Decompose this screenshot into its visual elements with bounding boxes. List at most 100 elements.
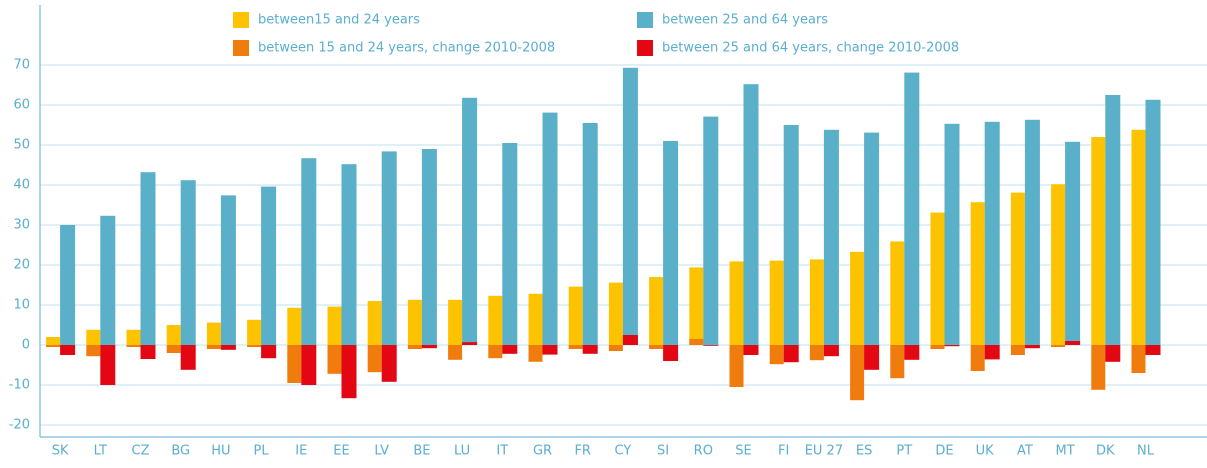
y-tick-label: -10 xyxy=(9,378,30,393)
x-tick-label: DE xyxy=(935,444,953,459)
bar xyxy=(608,282,623,345)
bar xyxy=(663,141,679,345)
bar xyxy=(166,345,181,353)
bar xyxy=(622,335,638,345)
bar xyxy=(86,329,101,345)
x-tick-label: IE xyxy=(295,444,307,459)
bar xyxy=(166,325,181,345)
x-tick-label: RO xyxy=(694,444,713,459)
bar xyxy=(1065,141,1081,345)
bar xyxy=(622,67,638,346)
bar xyxy=(769,345,784,365)
bar xyxy=(689,339,704,345)
bar xyxy=(180,180,196,345)
x-tick-label: EE xyxy=(333,444,349,459)
bar xyxy=(1105,95,1121,345)
bar xyxy=(890,241,905,345)
x-tick-label: PL xyxy=(254,444,270,459)
x-tick-label: LV xyxy=(374,444,389,459)
bar xyxy=(1145,345,1161,355)
bar xyxy=(140,172,156,345)
bar xyxy=(608,345,623,351)
y-tick-label: 40 xyxy=(13,178,30,193)
bar xyxy=(729,345,744,387)
bar xyxy=(488,295,503,345)
x-tick-label: BG xyxy=(171,444,190,459)
bar xyxy=(46,345,61,347)
bar xyxy=(542,345,558,355)
y-tick-label: -20 xyxy=(9,418,30,433)
bar xyxy=(407,299,422,345)
legend-swatch xyxy=(233,12,249,28)
x-tick-label: IT xyxy=(496,444,508,459)
x-tick-label: NL xyxy=(1137,444,1155,459)
bar xyxy=(703,345,719,346)
bar xyxy=(367,345,382,373)
bar xyxy=(582,123,598,345)
x-tick-label: LU xyxy=(454,444,470,459)
bar xyxy=(421,149,437,345)
bar xyxy=(944,123,960,345)
bar xyxy=(502,143,518,345)
bar xyxy=(86,345,101,357)
bar xyxy=(850,251,865,345)
y-tick-label: 60 xyxy=(13,98,30,113)
bar xyxy=(327,345,342,374)
x-tick-label: LT xyxy=(94,444,107,459)
x-tick-label: SI xyxy=(657,444,669,459)
x-tick-label: CY xyxy=(615,444,632,459)
x-tick-label: EU 27 xyxy=(805,444,843,459)
bar xyxy=(649,277,664,345)
bar xyxy=(206,322,221,345)
bar xyxy=(823,129,839,345)
x-tick-label: FI xyxy=(778,444,789,459)
bar xyxy=(1051,345,1066,347)
bar xyxy=(60,345,76,355)
bar xyxy=(100,345,116,385)
bar xyxy=(1105,345,1121,362)
bar xyxy=(247,319,262,345)
bar xyxy=(287,307,302,345)
x-tick-label: AT xyxy=(1017,444,1033,459)
bar xyxy=(528,345,543,362)
bar xyxy=(448,345,463,360)
bar xyxy=(1091,345,1106,390)
bar xyxy=(743,84,759,345)
x-tick-label: BE xyxy=(413,444,430,459)
bar xyxy=(970,202,985,345)
bar xyxy=(180,345,196,370)
bar xyxy=(864,132,880,345)
bar xyxy=(904,345,920,360)
bar xyxy=(261,186,277,345)
bar xyxy=(488,345,503,359)
legend-label: between 25 and 64 years xyxy=(662,13,828,28)
bar xyxy=(1065,341,1081,345)
x-tick-label: GR xyxy=(533,444,552,459)
bar xyxy=(568,345,583,349)
bar xyxy=(582,345,598,354)
bar xyxy=(1051,184,1066,345)
bar xyxy=(247,345,262,347)
bar xyxy=(783,345,799,363)
bar xyxy=(341,164,357,345)
legend-swatch xyxy=(233,40,249,56)
bar xyxy=(729,261,744,345)
bar xyxy=(126,329,141,345)
y-tick-label: 20 xyxy=(13,258,30,273)
bar xyxy=(823,345,839,357)
bar xyxy=(341,345,357,399)
x-tick-label: PT xyxy=(896,444,912,459)
bar xyxy=(407,345,422,349)
bar xyxy=(140,345,156,359)
x-tick-label: HU xyxy=(211,444,230,459)
bar xyxy=(448,299,463,345)
bar xyxy=(1091,137,1106,345)
bar xyxy=(462,342,478,345)
x-tick-label: UK xyxy=(976,444,995,459)
bar xyxy=(809,259,824,345)
bar xyxy=(206,345,221,349)
bar xyxy=(60,225,76,345)
bar xyxy=(864,345,880,370)
legend-label: between 15 and 24 years, change 2010-200… xyxy=(258,41,555,56)
